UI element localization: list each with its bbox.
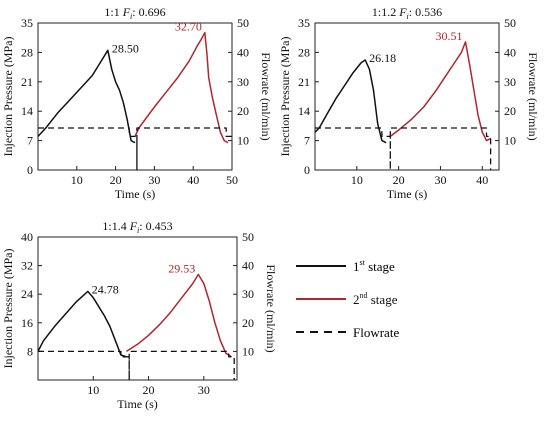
y2-tick-label: 30 [242,287,254,301]
y-tick-label: 0 [27,163,33,177]
y-tick-label: 35 [21,16,33,30]
y2-tick-label: 20 [242,316,254,330]
y2-tick-label: 40 [504,45,516,59]
chart-title: 1:1.4 Fi: 0.453 [102,219,172,235]
x-tick-label: 10 [351,173,363,187]
series-stage2-line [134,31,229,144]
y2-tick-label: 50 [504,16,516,30]
y-tick-label: 14 [21,104,33,118]
y-axis-label: Injection Pressure (MPa) [1,249,15,369]
plot-frame [37,22,233,171]
chart-title: 1:1.2 Fi: 0.536 [372,5,442,21]
plot-frame [37,236,238,381]
y2-tick-label: 50 [237,16,249,30]
x-tick-label: 30 [148,173,160,187]
y-tick-label: 40 [21,230,33,244]
series-stage1-line [37,290,127,358]
x-tick-label: 30 [434,173,446,187]
y2-tick-label: 20 [237,104,249,118]
y-tick-label: 0 [304,163,310,177]
series-flowrate-line [38,127,232,171]
y-tick-label: 32 [21,259,33,273]
chart-title: 1:1 Fi: 0.696 [104,5,165,21]
x-tick-label: 20 [393,173,405,187]
y2-tick-label: 40 [242,259,254,273]
peak-value-label: 30.51 [436,29,463,43]
y-tick-label: 8 [27,344,33,358]
x-tick-label: 20 [143,383,155,397]
y2-axis-label: Flowrate (ml/min) [264,264,278,352]
y-tick-label: 24 [21,287,33,301]
x-axis-label: Time (s) [115,187,156,201]
y2-axis-label: Flowrate (ml/min) [526,52,540,140]
y2-tick-label: 20 [504,104,516,118]
x-tick-label: 10 [87,383,99,397]
chart-panel-2: 1:1.2 Fi: 0.536 10 20 30 40 0 7 14 21 28 35 10 20 30 4… [278,5,540,201]
x-tick-label: 50 [226,173,238,187]
y2-tick-label: 30 [237,75,249,89]
y-tick-label: 7 [304,134,310,148]
x-tick-label: 10 [71,173,83,187]
y2-tick-label: 30 [504,75,516,89]
x-tick-label: 40 [187,173,199,187]
y2-tick-label: 10 [242,344,254,358]
y-tick-label: 21 [298,75,310,89]
x-tick-label: 30 [198,383,210,397]
x-tick-label: 20 [110,173,122,187]
series-stage2-line [125,273,232,358]
plot-frame [314,22,500,171]
y2-tick-label: 10 [504,134,516,148]
series-stage1-line [37,49,136,144]
y-axis-label: Injection Pressure (MPa) [278,37,292,157]
y-tick-label: 28 [298,45,310,59]
chart-panel-1: 1:1 Fi: 0.696 10 20 30 40 50 0 7 14 21 28 35 10 20 30 4… [1,5,273,201]
series-stage2-line [389,41,491,142]
chart-panel-3: 1:1.4 Fi: 0.453 10 20 30 8 16 24 32 40 10 20 30 40 50… [1,219,278,411]
peak-value-label: 26.18 [369,51,396,65]
y-tick-label: 21 [21,75,33,89]
y2-tick-label: 10 [237,134,249,148]
y2-axis-label: Flowrate (ml/min) [259,52,273,140]
legend-stage2-label: 2nd stage [353,291,398,307]
y2-tick-label: 40 [237,45,249,59]
y-tick-label: 16 [21,316,33,330]
x-axis-label: Time (s) [117,397,158,411]
legend-flowrate-label: Flowrate [353,325,399,340]
x-axis-label: Time (s) [387,187,428,201]
series-flowrate-line [38,350,235,381]
y-tick-label: 28 [21,45,33,59]
series-flowrate-line [315,127,492,171]
series-stage1-line [314,59,387,144]
peak-value-label: 32.70 [175,20,202,34]
y-axis-label: Injection Pressure (MPa) [1,37,15,157]
peak-value-label: 29.53 [168,261,195,275]
peak-value-label: 28.50 [112,41,139,55]
legend: 1st stage 2nd stage Flowrate [296,258,399,340]
y-tick-label: 7 [27,134,33,148]
legend-stage1-label: 1st stage [353,258,395,274]
peak-value-label: 24.78 [92,282,119,296]
y2-tick-label: 50 [242,230,254,244]
y-tick-label: 35 [298,16,310,30]
y-tick-label: 14 [298,104,310,118]
x-tick-label: 40 [476,173,488,187]
